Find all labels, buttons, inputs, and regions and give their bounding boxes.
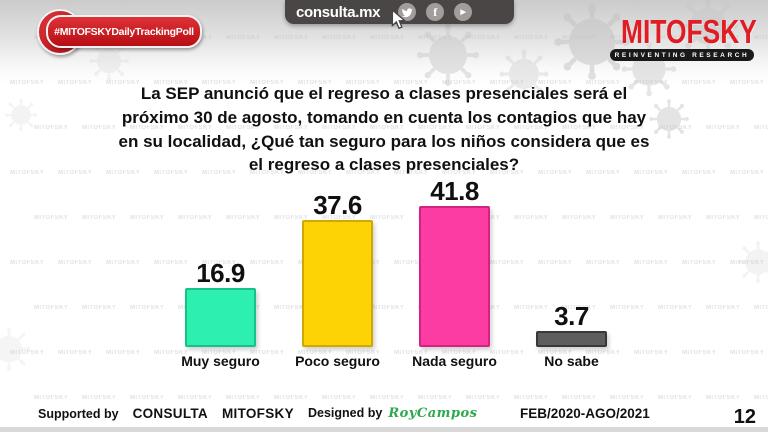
background-watermark: MITOFSKY — [82, 125, 117, 131]
bar-group: 3.7 No sabe — [513, 170, 630, 382]
bar-group: 16.9 Muy seguro — [162, 170, 279, 382]
background-watermark: MITOFSKY — [706, 215, 741, 221]
mouse-cursor — [391, 9, 407, 30]
bar-group: 41.8 Nada seguro — [396, 170, 513, 382]
tracking-poll-ribbon: #MITOFSKYDailyTrackingPoll — [46, 15, 202, 48]
background-watermark: MITOFSKY — [562, 395, 597, 401]
background-watermark: MITOFSKY — [754, 395, 768, 401]
bar — [536, 331, 607, 347]
bar-value: 3.7 — [554, 301, 589, 331]
background-watermark: MITOFSKY — [370, 395, 405, 401]
background-watermark: MITOFSKY — [682, 260, 717, 266]
designed-by: Designed by RoyCampos — [308, 406, 477, 421]
background-watermark: MITOFSKY — [58, 170, 93, 176]
survey-period: FEB/2020-AGO/2021 — [520, 406, 650, 421]
background-watermark: MITOFSKY — [706, 305, 741, 311]
background-watermark: MITOFSKY — [34, 125, 69, 131]
page-number: 12 — [733, 406, 756, 428]
mitofsky-logo-tagline: REINVENTING RESEARCH — [610, 49, 754, 61]
tracking-poll-label: #MITOFSKYDailyTrackingPoll — [54, 25, 194, 38]
site-link-bar[interactable]: consulta.mx f ▶ — [285, 0, 514, 24]
background-watermark: MITOFSKY — [82, 215, 117, 221]
background-watermark: MITOFSKY — [634, 260, 669, 266]
virus-icon — [4, 98, 38, 132]
facebook-icon[interactable]: f — [426, 3, 445, 21]
background-watermark: MITOFSKY — [514, 395, 549, 401]
poll-question: La SEP anunció que el regreso a clases p… — [118, 84, 650, 175]
footer: Supported by CONSULTA MITOFSKY Designed … — [0, 406, 768, 428]
bar-value: 37.6 — [313, 190, 362, 220]
background-watermark: MITOFSKY — [58, 260, 93, 266]
bar-category-label: Muy seguro — [181, 353, 260, 369]
social-icons: f ▶ — [398, 3, 473, 21]
background-watermark: MITOFSKY — [82, 305, 117, 311]
virus-icon — [648, 98, 690, 140]
facebook-glyph: f — [433, 4, 438, 19]
brand-consulta: CONSULTA — [132, 406, 208, 421]
bar — [185, 288, 256, 347]
background-watermark: MITOFSKY — [10, 260, 45, 266]
bar-chart: 16.9 Muy seguro 37.6 Poco seguro 41.8 Nada se… — [162, 170, 630, 382]
mitofsky-logo-text: MITOFSKY — [620, 13, 757, 50]
bottom-strip — [0, 427, 768, 432]
supported-by-label: Supported by — [38, 407, 119, 421]
youtube-glyph: ▶ — [460, 9, 466, 16]
background-watermark: MITOFSKY — [610, 395, 645, 401]
background-watermark: MITOFSKY — [730, 170, 765, 176]
background-watermark: MITOFSKY — [658, 305, 693, 311]
background-watermark: MITOFSKY — [58, 350, 93, 356]
virus-icon — [0, 326, 32, 372]
background-watermark: MITOFSKY — [130, 395, 165, 401]
twitter-icon[interactable] — [398, 3, 417, 21]
background-watermark: MITOFSKY — [226, 395, 261, 401]
designer-signature: RoyCampos — [388, 406, 478, 421]
background-watermark: MITOFSKY — [754, 215, 768, 221]
background-watermark: MITOFSKY — [730, 350, 765, 356]
background-watermark: MITOFSKY — [658, 395, 693, 401]
background-watermark: MITOFSKY — [682, 350, 717, 356]
bar-value: 16.9 — [196, 258, 245, 288]
bar-category-label: No sabe — [544, 353, 599, 369]
youtube-icon[interactable]: ▶ — [454, 3, 473, 21]
virus-icon — [736, 240, 768, 284]
designed-by-label: Designed by — [308, 406, 383, 420]
background-watermark: MITOFSKY — [34, 215, 69, 221]
supported-by: Supported by CONSULTA MITOFSKY — [38, 406, 294, 421]
background-watermark: MITOFSKY — [106, 350, 141, 356]
background-watermark: MITOFSKY — [178, 395, 213, 401]
background-watermark: MITOFSKY — [34, 305, 69, 311]
background-watermark: MITOFSKY — [274, 395, 309, 401]
background-watermark: MITOFSKY — [82, 395, 117, 401]
site-url[interactable]: consulta.mx — [296, 3, 381, 21]
background-watermark: MITOFSKY — [322, 395, 357, 401]
background-watermark: MITOFSKY — [754, 125, 768, 131]
background-watermark: MITOFSKY — [658, 215, 693, 221]
background-watermark: MITOFSKY — [10, 170, 45, 176]
background-watermark: MITOFSKY — [706, 125, 741, 131]
brand-mitofsky: MITOFSKY — [221, 406, 294, 421]
bar-value: 41.8 — [430, 176, 479, 206]
background-watermark: MITOFSKY — [706, 395, 741, 401]
bar — [302, 220, 373, 347]
bar-category-label: Nada seguro — [412, 353, 497, 369]
bar-category-label: Poco seguro — [295, 353, 380, 369]
background-watermark: MITOFSKY — [682, 170, 717, 176]
virus-icon — [415, 22, 481, 88]
bar — [419, 206, 490, 347]
background-watermark: MITOFSKY — [466, 395, 501, 401]
background-watermark: MITOFSKY — [106, 260, 141, 266]
mitofsky-logo: MITOFSKY REINVENTING RESEARCH — [604, 15, 760, 61]
background-watermark: MITOFSKY — [130, 215, 165, 221]
background-watermark: MITOFSKY — [418, 395, 453, 401]
background-watermark: MITOFSKY — [754, 305, 768, 311]
background-watermark: MITOFSKY — [34, 395, 69, 401]
bar-group: 37.6 Poco seguro — [279, 170, 396, 382]
background-watermark: MITOFSKY — [634, 350, 669, 356]
background-watermark: MITOFSKY — [130, 305, 165, 311]
